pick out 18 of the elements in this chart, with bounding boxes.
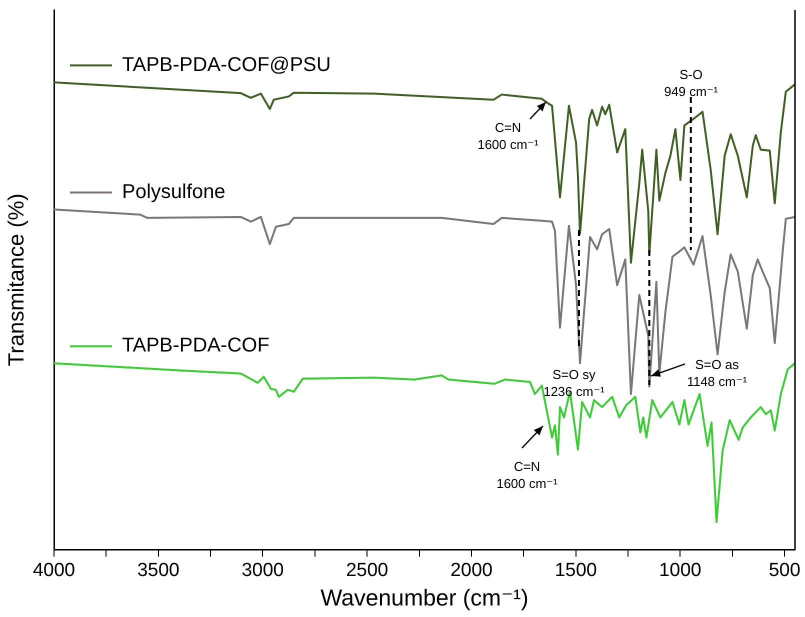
- x-tick-label: 3000: [242, 560, 284, 582]
- annotation: C=N 1600 cm⁻¹: [477, 120, 540, 152]
- annotation: S-O 949 cm⁻¹: [664, 67, 719, 100]
- y-axis-title: Transmitance (%): [3, 193, 28, 366]
- x-tick-label: 2000: [450, 560, 493, 582]
- legend-label: TAPB-PDA-COF: [122, 334, 270, 357]
- legend-label: Polysulfone: [122, 181, 226, 204]
- x-tick-label: 500: [768, 560, 800, 582]
- x-tick-label: 2500: [346, 560, 388, 582]
- annotation: S=O as 1148 cm⁻¹: [686, 357, 748, 390]
- x-tick-label: 1500: [554, 560, 597, 582]
- x-tick-label: 3500: [137, 560, 180, 582]
- legend-label: TAPB-PDA-COF@PSU: [122, 54, 331, 76]
- x-tick-label: 1000: [659, 560, 702, 582]
- x-tick-label: 4000: [32, 560, 76, 582]
- annotation: S=O sy 1236 cm⁻¹: [543, 367, 606, 400]
- annotation: C=N 1600 cm⁻¹: [496, 459, 558, 492]
- x-axis-title: Wavenumber (cm⁻¹): [320, 584, 529, 611]
